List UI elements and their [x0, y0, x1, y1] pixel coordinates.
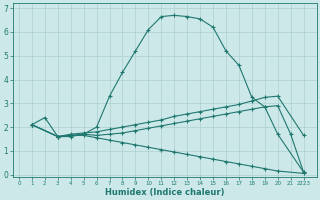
X-axis label: Humidex (Indice chaleur): Humidex (Indice chaleur) — [105, 188, 224, 197]
